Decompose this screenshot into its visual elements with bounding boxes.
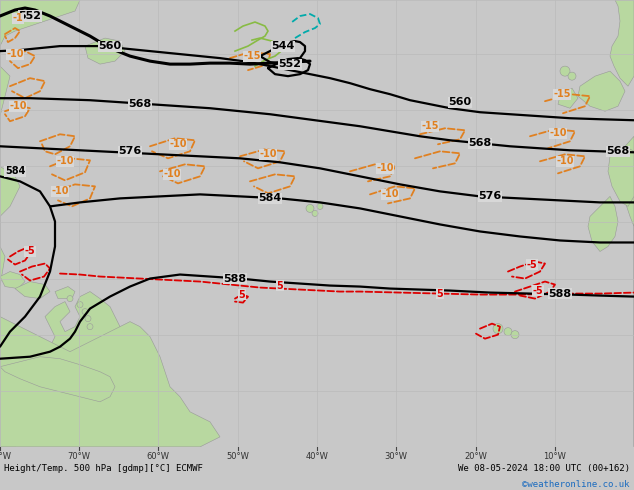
Polygon shape <box>0 271 25 289</box>
Polygon shape <box>610 0 634 86</box>
Text: 80°W: 80°W <box>0 452 11 461</box>
Text: -10: -10 <box>556 156 574 166</box>
Polygon shape <box>55 287 75 298</box>
Text: -10: -10 <box>169 139 187 149</box>
Polygon shape <box>15 282 50 298</box>
Text: 544: 544 <box>271 41 295 51</box>
Text: 50°W: 50°W <box>226 452 249 461</box>
Text: -15: -15 <box>553 89 571 99</box>
Circle shape <box>568 72 576 80</box>
Circle shape <box>560 66 570 76</box>
Text: 552: 552 <box>278 59 302 69</box>
Text: -5: -5 <box>527 260 538 270</box>
Text: -10: -10 <box>549 128 567 138</box>
Circle shape <box>312 210 318 217</box>
Text: -15: -15 <box>421 121 439 131</box>
Polygon shape <box>0 0 80 46</box>
Text: 584: 584 <box>5 166 25 176</box>
Polygon shape <box>588 196 618 251</box>
Circle shape <box>85 316 91 321</box>
Text: We 08-05-2024 18:00 UTC (00+162): We 08-05-2024 18:00 UTC (00+162) <box>458 464 630 473</box>
Circle shape <box>87 323 93 330</box>
Text: 5: 5 <box>437 289 443 298</box>
Text: -10: -10 <box>381 189 399 199</box>
Text: -10: -10 <box>163 170 181 179</box>
Text: -5: -5 <box>533 286 543 295</box>
Text: 568: 568 <box>128 99 152 109</box>
Text: -10: -10 <box>56 156 74 166</box>
Polygon shape <box>578 71 625 111</box>
Polygon shape <box>0 0 120 447</box>
Text: 576: 576 <box>479 192 501 201</box>
Polygon shape <box>0 357 115 402</box>
Text: -1: -1 <box>13 13 23 23</box>
Text: 40°W: 40°W <box>306 452 328 461</box>
Text: 20°W: 20°W <box>465 452 488 461</box>
Circle shape <box>317 203 323 209</box>
Polygon shape <box>0 317 220 447</box>
Circle shape <box>504 328 512 336</box>
Circle shape <box>67 295 73 301</box>
Text: 568: 568 <box>606 147 630 156</box>
Text: -15: -15 <box>243 51 261 61</box>
Text: ©weatheronline.co.uk: ©weatheronline.co.uk <box>522 480 630 489</box>
Text: 560: 560 <box>98 41 122 51</box>
Text: 560: 560 <box>448 97 472 107</box>
Circle shape <box>493 323 503 334</box>
Circle shape <box>306 204 314 213</box>
Text: 584: 584 <box>259 194 281 203</box>
Text: 588: 588 <box>548 289 572 298</box>
Circle shape <box>82 309 88 315</box>
Text: 60°W: 60°W <box>146 452 169 461</box>
Polygon shape <box>608 147 634 206</box>
Text: 70°W: 70°W <box>67 452 91 461</box>
Circle shape <box>511 331 519 339</box>
Text: 568: 568 <box>469 138 491 148</box>
Text: 576: 576 <box>119 147 141 156</box>
Circle shape <box>77 301 83 308</box>
Text: -10: -10 <box>376 163 394 173</box>
Text: 10°W: 10°W <box>543 452 566 461</box>
Text: 588: 588 <box>223 273 247 284</box>
Polygon shape <box>558 88 578 108</box>
Text: 552: 552 <box>18 11 41 21</box>
Text: 30°W: 30°W <box>384 452 408 461</box>
Text: -10: -10 <box>10 101 27 111</box>
Polygon shape <box>85 38 125 64</box>
Text: Height/Temp. 500 hPa [gdmp][°C] ECMWF: Height/Temp. 500 hPa [gdmp][°C] ECMWF <box>4 464 203 473</box>
Text: 5: 5 <box>276 281 283 291</box>
Text: 5: 5 <box>238 290 245 299</box>
Text: -10: -10 <box>51 186 68 196</box>
Text: -10: -10 <box>259 149 277 159</box>
Text: -5: -5 <box>25 246 36 256</box>
Text: -10: -10 <box>6 49 23 59</box>
Polygon shape <box>618 136 634 447</box>
